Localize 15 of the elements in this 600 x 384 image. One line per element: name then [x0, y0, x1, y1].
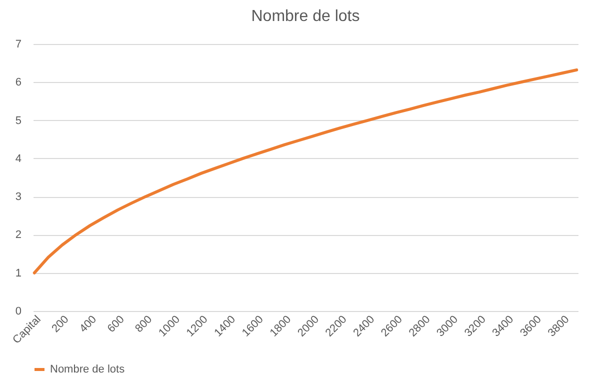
y-tick-label: 2 [15, 229, 22, 242]
y-tick-label: 1 [15, 267, 22, 280]
x-tick-label: 600 [105, 314, 127, 335]
x-tick-label: 400 [78, 314, 99, 335]
line-series [32, 68, 578, 274]
legend-label: Nombre de lots [50, 364, 126, 376]
y-tick-label: 4 [15, 152, 22, 165]
y-tick-label: 6 [15, 76, 22, 89]
y-tick-label: 3 [15, 191, 22, 204]
x-tick-label: 800 [133, 314, 155, 335]
y-tick-label: 0 [15, 306, 22, 318]
y-tick-label: 7 [15, 38, 22, 50]
y-tick-label: 5 [15, 114, 22, 127]
chart-title: Nombre de lots [251, 8, 360, 25]
x-tick-label: 200 [50, 314, 72, 335]
